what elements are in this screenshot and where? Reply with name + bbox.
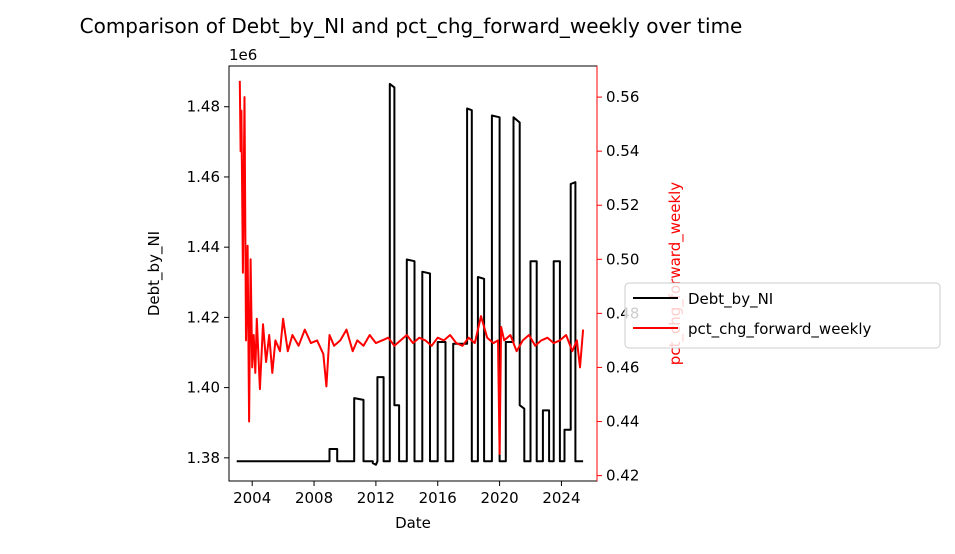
series-line-debt-by-ni xyxy=(236,82,584,466)
legend-frame xyxy=(624,282,941,349)
y-left-tick-label: 1.42 xyxy=(187,308,220,326)
y-right-tick-label: 0.56 xyxy=(606,88,639,106)
x-tick-label: 2016 xyxy=(419,489,457,507)
y-left-tick-label: 1.48 xyxy=(187,98,220,116)
axes: 2004 2008 2012 2016 2020 2024 Date 1.38 1.40 1.42… xyxy=(145,46,685,532)
y-left-tick-label: 1.46 xyxy=(187,168,220,186)
y-left-tick-label: 1.40 xyxy=(187,379,220,397)
x-tick-label: 2024 xyxy=(542,489,580,507)
y-right-tick-label: 0.52 xyxy=(606,196,639,214)
x-tick-label: 2012 xyxy=(357,489,395,507)
chart-title: Comparison of Debt_by_NI and pct_chg_for… xyxy=(80,14,743,38)
series-line-pct-chg-forward-weekly xyxy=(238,80,585,455)
y-left-offset-text: 1e6 xyxy=(229,46,257,64)
y-left-tick-label: 1.38 xyxy=(187,449,220,467)
x-tick-label: 2020 xyxy=(480,489,518,507)
y-right-tick-label: 0.46 xyxy=(606,358,639,376)
y-left-axis-label: Debt_by_NI xyxy=(145,231,164,316)
legend-label-pct: pct_chg_forward_weekly xyxy=(688,320,872,339)
legend-label-debt: Debt_by_NI xyxy=(688,290,773,309)
axes-frame xyxy=(228,65,598,482)
x-axis-label: Date xyxy=(395,514,431,532)
y-right-tick-label: 0.42 xyxy=(606,467,639,485)
x-tick-label: 2004 xyxy=(233,489,271,507)
plot-area xyxy=(236,80,585,466)
y-right-tick-label: 0.44 xyxy=(606,413,639,431)
y-left-tick-label: 1.44 xyxy=(187,238,220,256)
y-right-tick-label: 0.54 xyxy=(606,142,639,160)
x-tick-label: 2008 xyxy=(295,489,333,507)
legend: Debt_by_NI pct_chg_forward_weekly xyxy=(624,282,941,349)
y-right-tick-label: 0.50 xyxy=(606,250,639,268)
